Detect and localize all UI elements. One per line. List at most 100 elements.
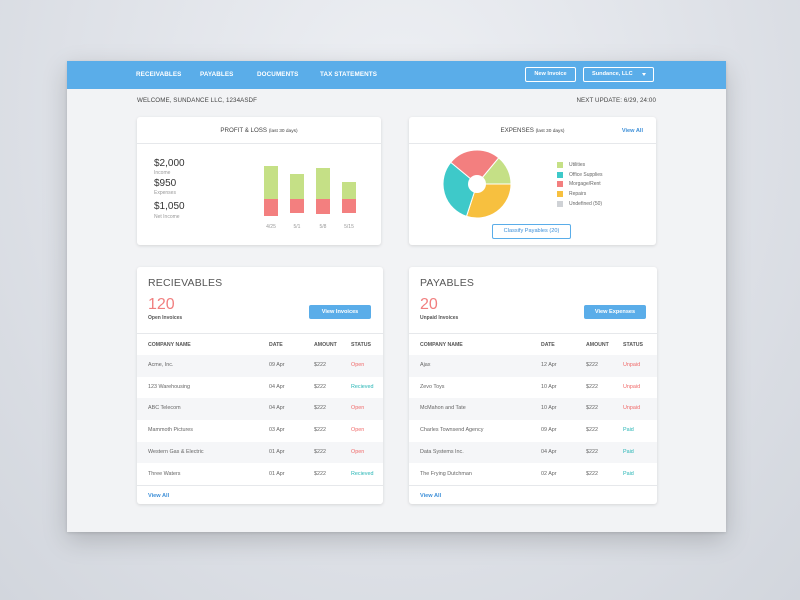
- date-cell: 04 Apr: [269, 405, 285, 412]
- amount-cell: $222: [586, 470, 598, 477]
- net-income-value: $1,050: [154, 201, 185, 212]
- open-invoices-count: 120: [148, 296, 175, 313]
- profit-loss-card: PROFIT & LOSS (last 30 days) $2,000 Inco…: [137, 117, 381, 245]
- column-header[interactable]: STATUS: [351, 342, 371, 348]
- table-row[interactable]: Ajax 12 Apr $222 Unpaid: [409, 355, 657, 377]
- column-header[interactable]: COMPANY NAME: [420, 342, 463, 348]
- company-name-cell: Acme, Inc.: [148, 362, 174, 368]
- nav-payables[interactable]: PAYABLES: [200, 71, 234, 78]
- legend-swatch: [557, 181, 563, 188]
- view-invoices-button[interactable]: View Invoices: [309, 305, 371, 319]
- top-nav-bar: RECEIVABLES PAYABLES DOCUMENTS TAX STATE…: [67, 61, 726, 89]
- payables-card: PAYABLES 20 Unpaid Invoices View Expense…: [409, 267, 657, 504]
- income-bar: [316, 168, 330, 199]
- expenses-period: (last 30 days): [535, 129, 565, 134]
- amount-cell: $222: [586, 383, 598, 390]
- expenses-view-all-link[interactable]: View All: [621, 128, 643, 134]
- company-name-cell: ABC Telecom: [148, 405, 181, 412]
- amount-cell: $222: [586, 405, 598, 412]
- amount-cell: $222: [586, 362, 598, 368]
- company-name-cell: Ajax: [420, 362, 431, 368]
- table-row[interactable]: Data Systems Inc. 04 Apr $222 Paid: [409, 441, 657, 464]
- company-name-cell: McMahon and Tate: [420, 405, 466, 412]
- nav-tax-statements[interactable]: TAX STATEMENTS: [320, 71, 378, 78]
- expenses-title: EXPENSES: [500, 127, 534, 134]
- table-header: COMPANY NAME DATE AMOUNT STATUS: [409, 333, 657, 355]
- company-name-cell: Western Gas & Electric: [148, 448, 204, 455]
- view-all-link[interactable]: View All: [420, 493, 442, 500]
- date-cell: 10 Apr: [541, 383, 557, 390]
- status-cell: Open: [351, 427, 365, 434]
- amount-cell: $222: [314, 383, 326, 390]
- legend-swatch: [557, 191, 563, 198]
- company-name-cell: 123 Warehousing: [148, 383, 191, 390]
- column-header[interactable]: DATE: [541, 342, 555, 348]
- status-cell: Open: [351, 448, 365, 455]
- chevron-down-icon: [642, 73, 646, 76]
- income-label: Income: [154, 170, 171, 176]
- column-header[interactable]: AMOUNT: [586, 342, 609, 348]
- amount-cell: $222: [586, 427, 598, 434]
- date-cell: 01 Apr: [269, 470, 285, 477]
- company-name-cell: Mammoth Pictures: [148, 427, 193, 434]
- welcome-text: WELCOME, SUNDANCE LLC, 1234ASDF: [137, 97, 258, 104]
- next-update-text: NEXT UPDATE: 6/29, 24:00: [576, 97, 656, 104]
- status-cell: Open: [351, 405, 365, 412]
- legend-swatch: [557, 200, 563, 207]
- company-name-cell: Three Waters: [148, 470, 181, 477]
- table-row[interactable]: Charles Townsend Agency 09 Apr $222 Paid: [409, 420, 657, 442]
- pie-center-hole: [468, 175, 486, 193]
- table-row[interactable]: The Frying Dutchman 02 Apr $222 Paid: [409, 464, 657, 486]
- classify-payables-button[interactable]: Classify Payables (20): [492, 224, 571, 239]
- expense-bar: [342, 199, 356, 213]
- x-tick-label: 5/1: [294, 224, 301, 230]
- status-cell: Unpaid: [623, 405, 641, 412]
- expenses-header: EXPENSES (last 30 days): [409, 117, 656, 144]
- date-cell: 03 Apr: [269, 427, 285, 434]
- date-cell: 01 Apr: [269, 448, 285, 455]
- expense-bar: [264, 199, 278, 216]
- status-cell: Open: [351, 362, 365, 368]
- nav-receivables[interactable]: RECEIVABLES: [136, 71, 182, 78]
- table-row[interactable]: ABC Telecom 04 Apr $222 Open: [137, 398, 383, 420]
- table-header: COMPANY NAME DATE AMOUNT STATUS: [137, 333, 383, 355]
- expenses-pie-chart: [442, 149, 512, 219]
- amount-cell: $222: [586, 448, 598, 455]
- table-row[interactable]: McMahon and Tate 10 Apr $222 Unpaid: [409, 398, 657, 420]
- date-cell: 09 Apr: [541, 427, 557, 434]
- company-select[interactable]: Sundance, LLC: [583, 67, 654, 82]
- table-row[interactable]: Three Waters 01 Apr $222 Recieved: [137, 464, 383, 486]
- nav-documents[interactable]: DOCUMENTS: [257, 71, 299, 78]
- column-header[interactable]: AMOUNT: [314, 342, 337, 348]
- new-invoice-button[interactable]: New Invoice: [525, 67, 576, 82]
- income-bar: [264, 166, 278, 199]
- amount-cell: $222: [314, 405, 326, 412]
- company-name-cell: The Frying Dutchman: [420, 470, 472, 477]
- unpaid-invoices-count: 20: [420, 296, 438, 313]
- payables-title: PAYABLES: [420, 277, 475, 289]
- table-row[interactable]: Zevo Toys 10 Apr $222 Unpaid: [409, 377, 657, 399]
- profit-loss-period: (last 30 days): [268, 129, 298, 134]
- x-tick-label: 5/8: [320, 224, 327, 230]
- column-header[interactable]: COMPANY NAME: [148, 342, 191, 348]
- legend-swatch: [557, 171, 563, 178]
- table-row[interactable]: Western Gas & Electric 01 Apr $222 Open: [137, 441, 383, 464]
- table-footer: View All: [137, 485, 383, 506]
- company-select-label: Sundance, LLC: [592, 71, 633, 77]
- table-footer: View All: [409, 485, 657, 506]
- expenses-value: $950: [154, 178, 177, 189]
- table-row[interactable]: 123 Warehousing 04 Apr $222 Recieved: [137, 377, 383, 399]
- view-expenses-button[interactable]: View Expenses: [584, 305, 646, 319]
- status-cell: Paid: [623, 448, 634, 455]
- column-header[interactable]: DATE: [269, 342, 283, 348]
- view-all-link[interactable]: View All: [148, 493, 170, 500]
- unpaid-invoices-label: Unpaid Invoices: [420, 315, 459, 321]
- table-row[interactable]: Acme, Inc. 09 Apr $222 Open: [137, 355, 383, 377]
- table-row[interactable]: Mammoth Pictures 03 Apr $222 Open: [137, 420, 383, 442]
- date-cell: 09 Apr: [269, 362, 285, 368]
- column-header[interactable]: STATUS: [623, 342, 643, 348]
- legend-label: Utilities: [569, 162, 586, 168]
- legend-swatch: [557, 162, 563, 168]
- status-cell: Recieved: [351, 383, 374, 390]
- status-cell: Paid: [623, 470, 634, 477]
